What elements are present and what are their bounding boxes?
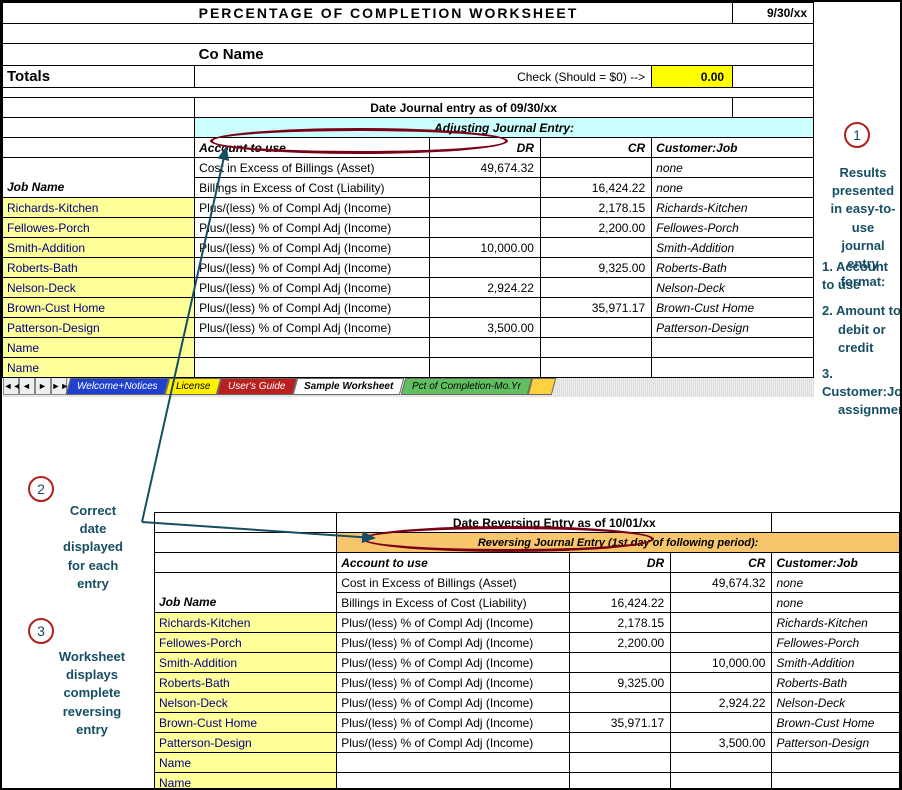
table-row: Richards-KitchenPlus/(less) % of Compl A… (155, 613, 900, 633)
table-row: Cost in Excess of Billings (Asset)49,674… (155, 573, 900, 593)
callout-1-list: 1. Account to use 2. Amount to debit or … (822, 258, 902, 420)
table-row: Job NameBillings in Excess of Cost (Liab… (155, 593, 900, 613)
table-row: Smith-AdditionPlus/(less) % of Compl Adj… (155, 653, 900, 673)
screenshot-frame: PERCENTAGE OF COMPLETION WORKSHEET9/30/x… (0, 0, 902, 790)
tab-license[interactable]: License (164, 378, 221, 395)
table-row: Nelson-DeckPlus/(less) % of Compl Adj (I… (3, 278, 814, 298)
table-row: Name (155, 773, 900, 790)
tab-welcome[interactable]: Welcome+Notices (65, 378, 168, 395)
table-row: Nelson-DeckPlus/(less) % of Compl Adj (I… (155, 693, 900, 713)
tab-pct-completion[interactable]: Pct of Completion-Mo.Yr (401, 378, 532, 395)
table-row: Name (3, 358, 814, 378)
sheet-tab-bar: ◄◄◄►►► Welcome+Notices License User's Gu… (3, 378, 814, 398)
table-row: Fellowes-PorchPlus/(less) % of Compl Adj… (155, 633, 900, 653)
table-row: Name (155, 753, 900, 773)
table-row: Roberts-BathPlus/(less) % of Compl Adj (… (155, 673, 900, 693)
tab-users-guide[interactable]: User's Guide (217, 378, 297, 395)
callout-2-text: Correct date displayed for each entry (48, 502, 138, 593)
tab-sample-worksheet[interactable]: Sample Worksheet (293, 378, 405, 395)
table-row: Fellowes-PorchPlus/(less) % of Compl Adj… (3, 218, 814, 238)
table-row: Job NameBillings in Excess of Cost (Liab… (3, 178, 814, 198)
table-row: Cost in Excess of Billings (Asset)49,674… (3, 158, 814, 178)
callout-number-2: 2 (28, 476, 54, 502)
reversing-entry-table: Date Reversing Entry as of 10/01/xxRever… (154, 512, 900, 790)
table-row: Patterson-DesignPlus/(less) % of Compl A… (155, 733, 900, 753)
table-row: Brown-Cust HomePlus/(less) % of Compl Ad… (3, 298, 814, 318)
tab-scroll-buttons[interactable]: ◄◄◄►►► (3, 378, 67, 398)
callout-3-text: Worksheet displays complete reversing en… (42, 648, 142, 739)
table-row: Brown-Cust HomePlus/(less) % of Compl Ad… (155, 713, 900, 733)
table-row: Roberts-BathPlus/(less) % of Compl Adj (… (3, 258, 814, 278)
callout-number-3: 3 (28, 618, 54, 644)
table-row: Name (3, 338, 814, 358)
table-row: Smith-AdditionPlus/(less) % of Compl Adj… (3, 238, 814, 258)
table-row: Richards-KitchenPlus/(less) % of Compl A… (3, 198, 814, 218)
tab-extra[interactable] (528, 378, 557, 395)
adjusting-entry-table: PERCENTAGE OF COMPLETION WORKSHEET9/30/x… (2, 2, 814, 398)
table-row: Patterson-DesignPlus/(less) % of Compl A… (3, 318, 814, 338)
callout-number-1: 1 (844, 122, 870, 148)
